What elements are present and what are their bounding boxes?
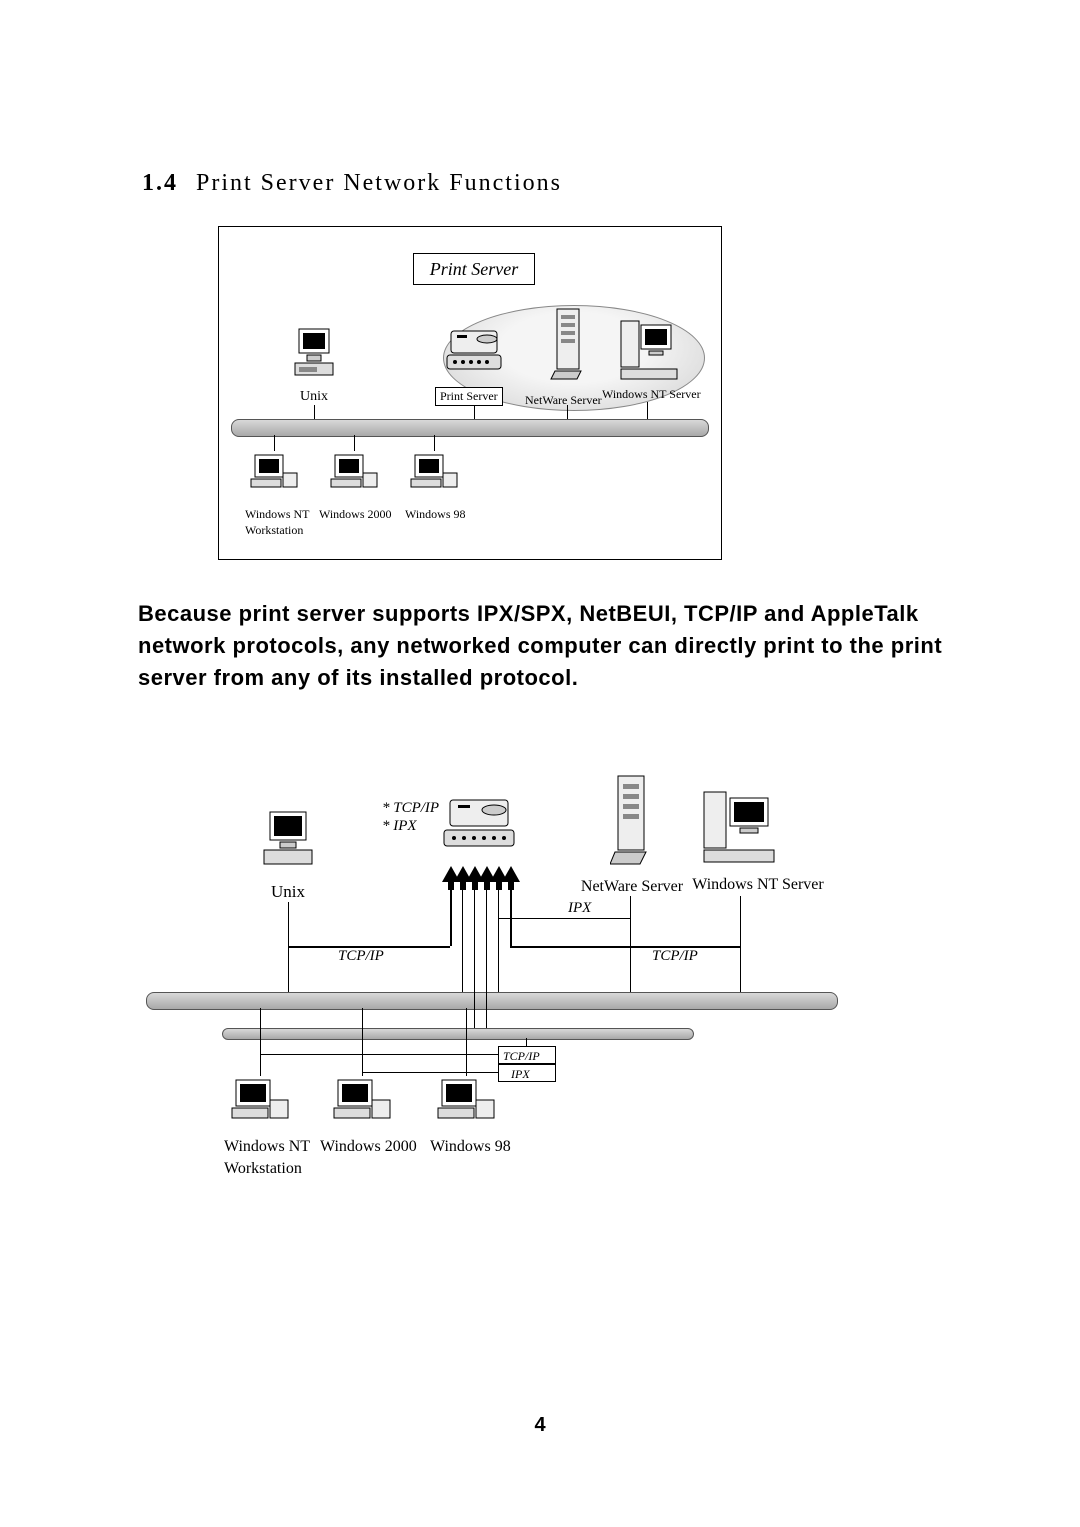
ws2-label-2: Windows 2000 bbox=[320, 1138, 417, 1156]
print-server-device-icon bbox=[443, 325, 505, 381]
connector bbox=[630, 896, 631, 992]
connector bbox=[498, 890, 499, 992]
netware-label: NetWare Server bbox=[525, 393, 602, 408]
connector bbox=[260, 1054, 498, 1055]
nt-server-label-2: Windows NT Server bbox=[688, 876, 828, 894]
connector bbox=[274, 435, 275, 451]
sub-bus bbox=[222, 1028, 694, 1040]
unix-label-2: Unix bbox=[268, 882, 308, 902]
netware-label-2: NetWare Server bbox=[578, 878, 686, 896]
section-number: 1.4 bbox=[142, 170, 178, 196]
connector bbox=[362, 1008, 363, 1076]
proto-tcpip-nt: TCP/IP bbox=[652, 948, 698, 965]
connector bbox=[567, 405, 568, 419]
ws1-label-2: Windows NT bbox=[224, 1138, 310, 1156]
proto-ipx-star: * IPX bbox=[382, 818, 417, 835]
netware-server-icon bbox=[549, 307, 589, 387]
connector bbox=[260, 1008, 261, 1076]
connector bbox=[510, 890, 512, 946]
nt-server-label: Windows NT Server bbox=[602, 387, 701, 402]
page-number: 4 bbox=[0, 1414, 1080, 1437]
print-server-title-box: Print Server bbox=[413, 253, 535, 285]
connector bbox=[462, 890, 463, 992]
connector bbox=[510, 946, 740, 948]
diagram-network-overview: Print Server Unix Print Server bbox=[218, 226, 722, 560]
print-server-label: Print Server bbox=[435, 387, 503, 406]
connector bbox=[740, 896, 741, 992]
workstation-icon bbox=[230, 1076, 290, 1132]
connector bbox=[486, 890, 487, 1028]
ws3-label: Windows 98 bbox=[405, 507, 466, 522]
proto-box-tcpip: TCP/IP bbox=[498, 1046, 556, 1064]
nt-server-icon bbox=[619, 319, 679, 385]
workstation-icon bbox=[329, 451, 379, 501]
workstation-icon bbox=[332, 1076, 392, 1132]
proto-ipx-netware: IPX bbox=[568, 900, 591, 917]
unix-computer-icon bbox=[289, 327, 339, 387]
workstation-icon bbox=[409, 451, 459, 501]
connector bbox=[526, 1038, 527, 1046]
nt-server-icon bbox=[702, 790, 778, 868]
ws3-label-2: Windows 98 bbox=[430, 1138, 511, 1156]
connector bbox=[362, 1072, 498, 1073]
workstation-icon bbox=[249, 451, 299, 501]
ws2-label: Windows 2000 bbox=[319, 507, 392, 522]
connector bbox=[474, 405, 475, 419]
section-title: Print Server Network Functions bbox=[196, 170, 562, 196]
connector bbox=[474, 890, 475, 1028]
ws1b-label-2: Workstation bbox=[224, 1160, 302, 1178]
ws1-label: Windows NT bbox=[245, 507, 310, 522]
workstation-icon bbox=[436, 1076, 496, 1132]
body-paragraph: Because print server supports IPX/SPX, N… bbox=[138, 598, 948, 694]
network-bus-2 bbox=[146, 992, 838, 1010]
arrows-icon bbox=[442, 862, 520, 890]
ws1b-label: Workstation bbox=[245, 523, 303, 538]
proto-tcpip-unix: TCP/IP bbox=[338, 948, 384, 965]
print-server-device-icon bbox=[440, 794, 520, 862]
connector bbox=[314, 405, 315, 419]
netware-server-icon bbox=[610, 774, 654, 870]
connector bbox=[498, 918, 630, 919]
connector bbox=[450, 890, 452, 946]
connector bbox=[647, 402, 648, 419]
section-heading: 1.4 Print Server Network Functions bbox=[142, 170, 562, 197]
connector bbox=[434, 435, 435, 451]
proto-tcpip-star: * TCP/IP bbox=[382, 800, 439, 817]
diagram-protocols: Unix * TCP/IP * IPX NetWare Server bbox=[142, 770, 842, 1210]
proto-box-ipx: IPX bbox=[498, 1064, 556, 1082]
unix-label: Unix bbox=[291, 389, 337, 405]
network-bus bbox=[231, 419, 709, 437]
unix-computer-icon bbox=[258, 810, 318, 880]
connector bbox=[466, 1008, 467, 1076]
connector bbox=[354, 435, 355, 451]
